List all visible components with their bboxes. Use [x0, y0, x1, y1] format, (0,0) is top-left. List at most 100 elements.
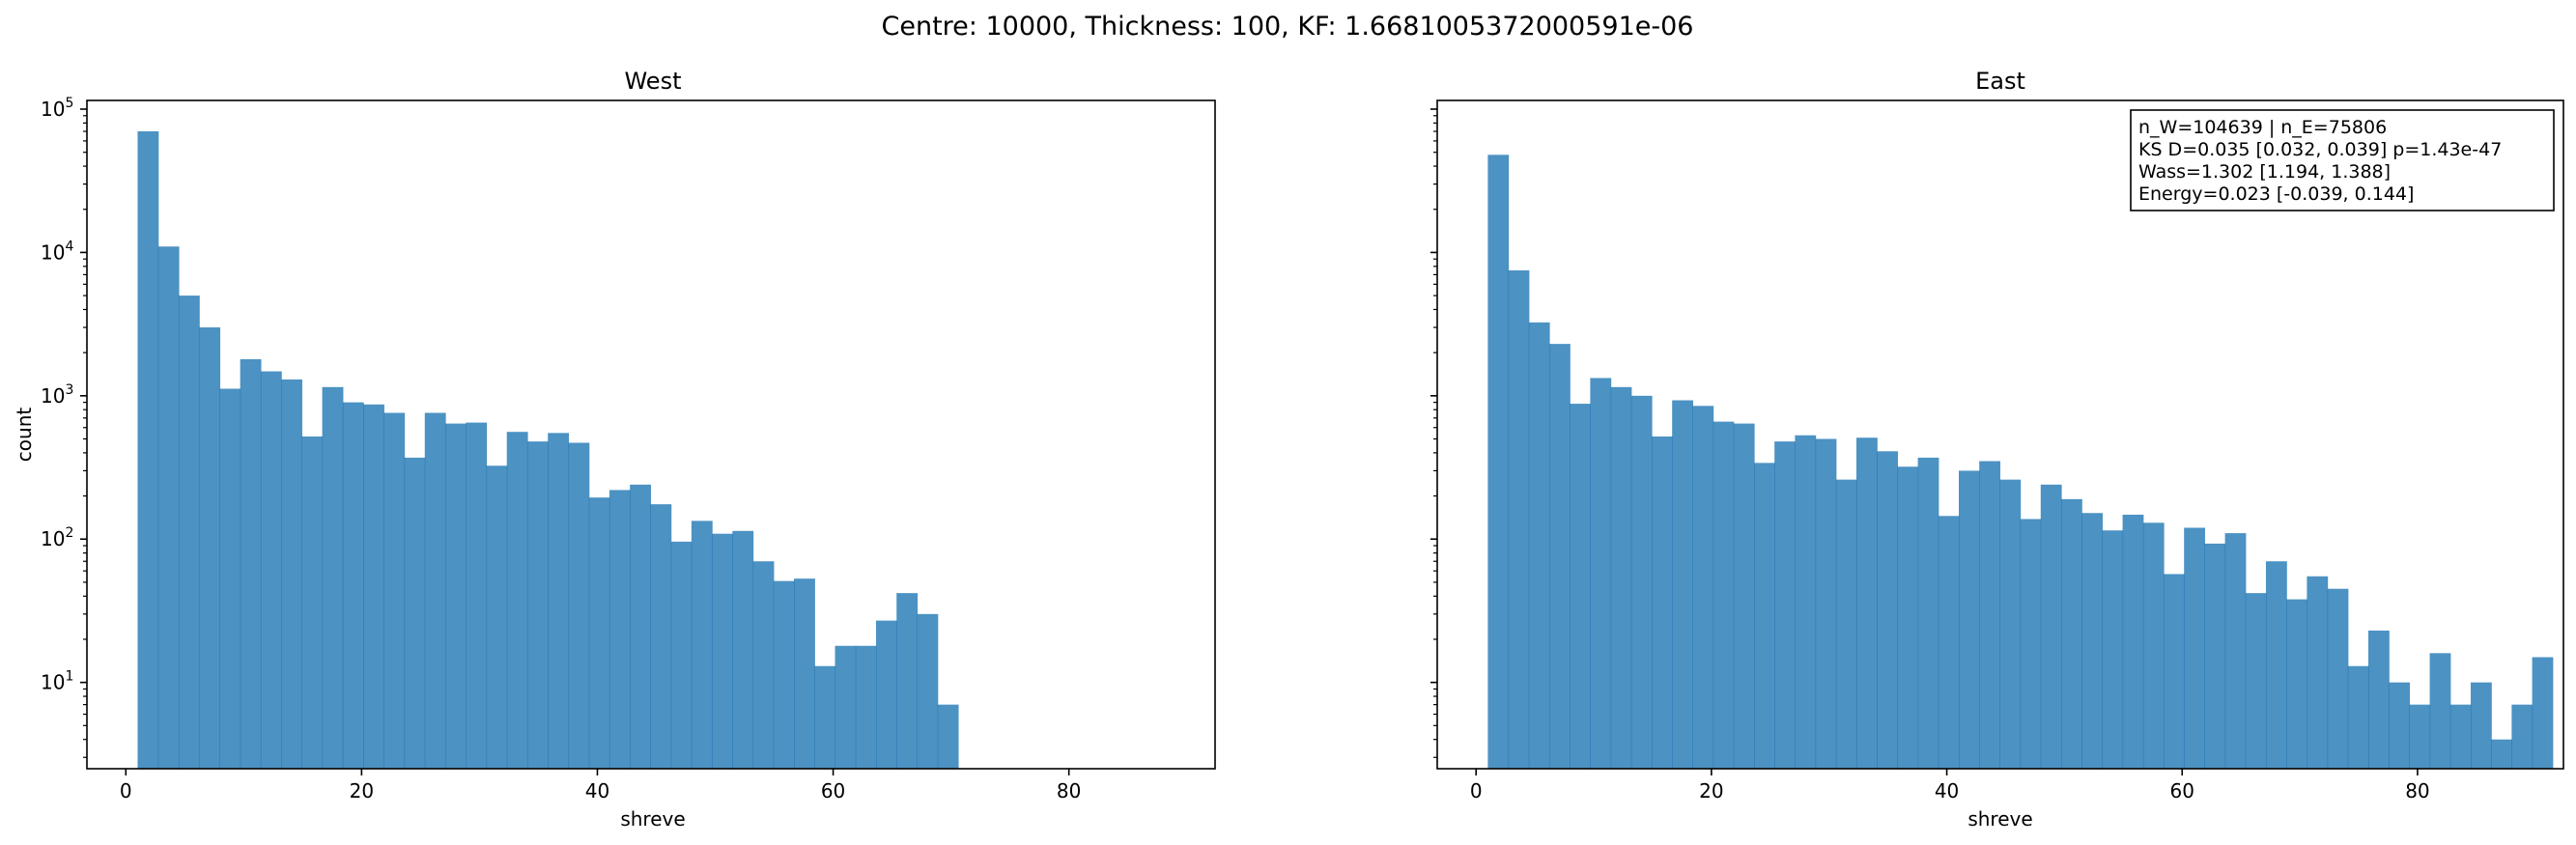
west-y-tick-exponent: 3 [65, 382, 73, 398]
east-bar [2163, 574, 2185, 769]
east-bar [1590, 378, 1612, 769]
east-bar [1733, 423, 1755, 769]
stats-line-ks: KS D=0.035 [0.032, 0.039] p=1.43e-47 [2138, 139, 2502, 160]
east-x-tick-label: 80 [2405, 779, 2429, 803]
east-bar [1548, 344, 1571, 769]
west-bar [630, 484, 651, 769]
west-bar [835, 645, 857, 769]
west-bar [137, 131, 159, 769]
east-bar [1897, 466, 1919, 769]
east-bar [1877, 451, 1898, 769]
west-x-tick-label: 0 [120, 779, 132, 803]
east-bar [1692, 406, 1714, 769]
east-bar [2286, 599, 2307, 769]
west-y-tick-label: 101 [41, 669, 73, 694]
east-bar [1835, 479, 1857, 769]
west-y-tick-label: 104 [41, 239, 73, 264]
west-y-tick-label: 103 [41, 382, 73, 408]
west-x-label: shreve [620, 807, 685, 831]
east-bar [2081, 513, 2103, 769]
east-bar [1570, 404, 1591, 769]
east-bar [2142, 522, 2165, 769]
east-bar [2367, 630, 2390, 769]
east-bar [1508, 269, 1530, 770]
west-bar [896, 593, 919, 769]
east-bar [1999, 479, 2022, 769]
west-y-tick-exponent: 4 [65, 239, 73, 254]
west-bar [199, 327, 221, 769]
west-bar [588, 497, 610, 769]
east-axes-frame [1436, 99, 2564, 770]
west-bar [260, 371, 282, 769]
west-x-tick-label: 60 [821, 779, 845, 803]
east-bar [1979, 461, 2000, 769]
west-bar [445, 423, 467, 769]
east-y-ticks [1430, 108, 1437, 758]
west-bar [691, 521, 713, 769]
east-x-label: shreve [1967, 807, 2032, 831]
west-bar [281, 379, 302, 769]
east-bar [2532, 657, 2554, 769]
east-bar [2409, 704, 2431, 769]
west-panel: West 0 20 40 60 80 101 102 103 104 105 shreve co… [13, 68, 1216, 831]
west-y-tick-exponent: 5 [65, 96, 73, 111]
figure-suptitle: Centre: 10000, Thickness: 100, KF: 1.668… [882, 12, 1694, 42]
west-bar [383, 412, 406, 769]
east-bar [1528, 322, 1550, 769]
west-y-ticks: 101 102 103 104 105 [41, 96, 87, 758]
west-bar [752, 561, 775, 769]
east-bars [1487, 155, 2554, 770]
east-bar [1938, 516, 1960, 769]
east-bar [1630, 395, 1653, 769]
east-x-tick-label: 40 [1935, 779, 1959, 803]
east-bar [2470, 682, 2492, 769]
west-bar [712, 533, 733, 769]
east-bar [1795, 435, 1817, 769]
west-y-tick-label: 105 [41, 96, 73, 121]
west-x-ticks: 0 20 40 60 80 [120, 769, 1081, 803]
west-y-tick-exponent: 2 [65, 525, 73, 541]
east-bar [2327, 588, 2349, 769]
east-bar [1753, 463, 1775, 769]
east-bar [2224, 533, 2247, 769]
east-bar [2429, 653, 2451, 769]
west-bar [219, 388, 241, 769]
west-bar [670, 541, 693, 769]
east-bar [1672, 400, 1693, 769]
stats-annotation-frame [2130, 109, 2555, 211]
east-bar [2060, 498, 2082, 769]
east-bar [2265, 561, 2287, 769]
east-bar [2491, 739, 2512, 769]
east-x-tick-label: 20 [1699, 779, 1723, 803]
east-bar [1958, 470, 1980, 769]
west-y-tick-exponent: 1 [65, 669, 73, 685]
west-bar [404, 457, 426, 769]
west-y-tick-label: 102 [41, 525, 73, 550]
west-bar [322, 386, 344, 769]
west-bar [526, 441, 549, 769]
east-bar [2245, 593, 2267, 769]
west-bar [301, 436, 324, 769]
west-x-tick-label: 20 [350, 779, 374, 803]
west-x-tick-label: 80 [1057, 779, 1081, 803]
east-bar [2511, 704, 2534, 769]
west-bar [875, 620, 897, 769]
stats-annotation-box: n_W=104639 | n_E=75806 KS D=0.035 [0.032… [2130, 109, 2555, 211]
west-bar [342, 402, 364, 769]
east-bar [2102, 530, 2124, 769]
west-bar [732, 530, 754, 769]
east-bar [2389, 682, 2410, 769]
east-x-tick-label: 0 [1470, 779, 1483, 803]
east-title: East [1975, 68, 2025, 95]
west-axes-frame [86, 99, 1216, 770]
west-bar [814, 665, 836, 769]
east-bar [2020, 519, 2042, 769]
west-bar [609, 490, 631, 769]
east-bar [1815, 438, 1837, 769]
east-x-tick-label: 60 [2170, 779, 2194, 803]
east-bar [2347, 665, 2369, 769]
west-bar [240, 358, 262, 769]
west-bar [363, 404, 384, 769]
west-x-tick-label: 40 [585, 779, 609, 803]
west-bar [424, 412, 446, 769]
